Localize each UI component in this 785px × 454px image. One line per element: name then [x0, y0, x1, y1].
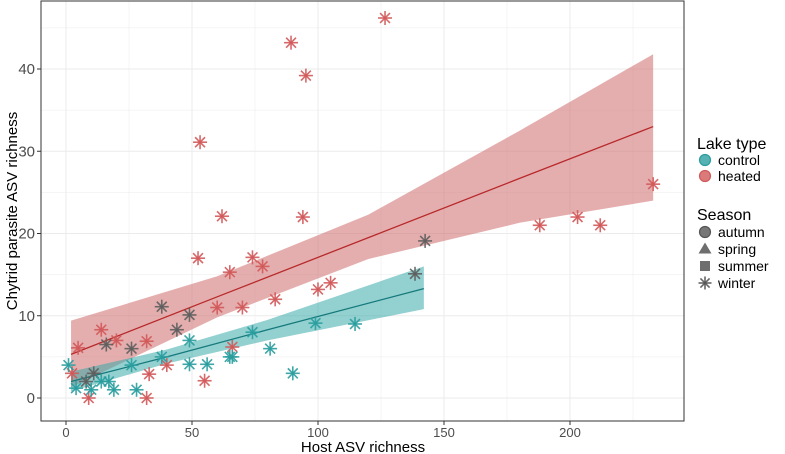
heated-winter-point	[323, 275, 338, 290]
control-winter-point	[106, 382, 121, 397]
heated-autumn-point	[139, 391, 154, 405]
heated-winter-point	[268, 292, 283, 307]
heated-fit-line	[70, 125, 654, 356]
heated-autumn-point	[142, 367, 157, 382]
x-tick-label: 150	[433, 425, 455, 440]
heated-autumn-point	[191, 251, 206, 266]
y-tick-label: 10	[18, 308, 35, 325]
confidence-bands	[71, 54, 654, 392]
heated-summer-point	[570, 210, 585, 225]
control-autumn-point	[84, 382, 99, 397]
data-points	[61, 11, 661, 405]
heated-spring-point	[222, 265, 237, 280]
heated-summer-point	[593, 218, 608, 233]
x-tick-label: 0	[62, 425, 69, 440]
heated-autumn-point	[298, 68, 313, 83]
heated-autumn-point	[214, 209, 229, 224]
x-axis-title: Host ASV richness	[301, 439, 425, 454]
heated-spring-point	[245, 250, 260, 265]
legend-autumn-label: autumn	[718, 224, 765, 240]
control-spring-point	[182, 357, 197, 372]
heated-winter-point	[295, 210, 310, 225]
legend-spring-key	[698, 242, 712, 254]
control-winter-point	[182, 333, 197, 348]
legend-season-title: Season	[697, 207, 751, 224]
control-winter-point	[61, 358, 76, 373]
x-tick-label: 100	[307, 425, 329, 440]
y-tick-label: 40	[18, 61, 35, 78]
panel-border	[40, 0, 685, 422]
control-autumn-point	[245, 325, 260, 340]
other-spring-point	[99, 337, 114, 352]
heated-spring-point	[311, 282, 325, 297]
other-autumn-point	[124, 341, 139, 356]
heated-autumn-point	[197, 373, 212, 388]
control-autumn-point	[129, 382, 144, 397]
y-tick-label: 0	[27, 390, 35, 407]
other-summer-point	[418, 233, 433, 248]
y-tick-label: 30	[18, 143, 35, 160]
heated-winter-point	[255, 259, 270, 274]
legend-heated-label: heated	[718, 168, 761, 184]
y-tick-labels: 0 10 20 30 40	[18, 61, 41, 407]
legend-control-key	[698, 153, 712, 167]
legend-winter-label: winter	[717, 275, 756, 291]
other-autumn-point	[154, 299, 169, 314]
legend-control-label: control	[718, 152, 760, 168]
control-winter-point	[94, 374, 109, 389]
heated-summer-point	[646, 177, 661, 192]
other-spring-point	[169, 322, 184, 337]
heated-spring-point	[94, 322, 109, 337]
other-summer-point	[408, 266, 423, 281]
control-autumn-point	[200, 357, 215, 372]
heated-summer-point	[532, 218, 547, 233]
control-winter-point	[154, 349, 169, 364]
heated-autumn-point	[378, 11, 393, 26]
heated-confidence-band	[71, 54, 654, 388]
control-fit-line	[70, 287, 425, 383]
control-autumn-point	[348, 316, 363, 331]
heated-autumn-point	[139, 334, 154, 349]
heated-autumn-point	[193, 135, 208, 150]
heated-autumn-point	[284, 35, 299, 50]
x-tick-labels: 0 50 100 150 200	[62, 421, 581, 440]
legend-spring-label: spring	[718, 241, 756, 257]
heated-winter-point	[210, 300, 225, 315]
fit-lines	[70, 125, 654, 383]
legend-heated-key	[698, 169, 712, 183]
control-summer-point	[285, 366, 300, 381]
y-tick-label: 20	[18, 226, 35, 243]
heated-winter-point	[159, 358, 174, 373]
heated-summer-point	[235, 300, 250, 315]
x-tick-label: 50	[185, 425, 199, 440]
y-axis-title: Chytrid parasite ASV richness	[4, 112, 21, 310]
other-spring-point	[86, 366, 101, 381]
legend-summer-label: summer	[718, 258, 769, 274]
control-autumn-point	[69, 381, 84, 396]
heated-winter-point	[109, 333, 124, 348]
control-spring-point	[308, 316, 323, 331]
other-spring-point	[182, 307, 197, 322]
legend-winter-key	[698, 276, 712, 290]
control-winter-point	[222, 349, 237, 364]
x-tick-label: 200	[559, 425, 581, 440]
control-summer-point	[263, 341, 278, 356]
legend-lake-title: Lake type	[697, 136, 766, 153]
heated-autumn-point	[71, 340, 86, 355]
legend-summer-key	[700, 261, 710, 271]
control-autumn-point	[124, 358, 139, 373]
legend-autumn-key	[698, 225, 712, 239]
